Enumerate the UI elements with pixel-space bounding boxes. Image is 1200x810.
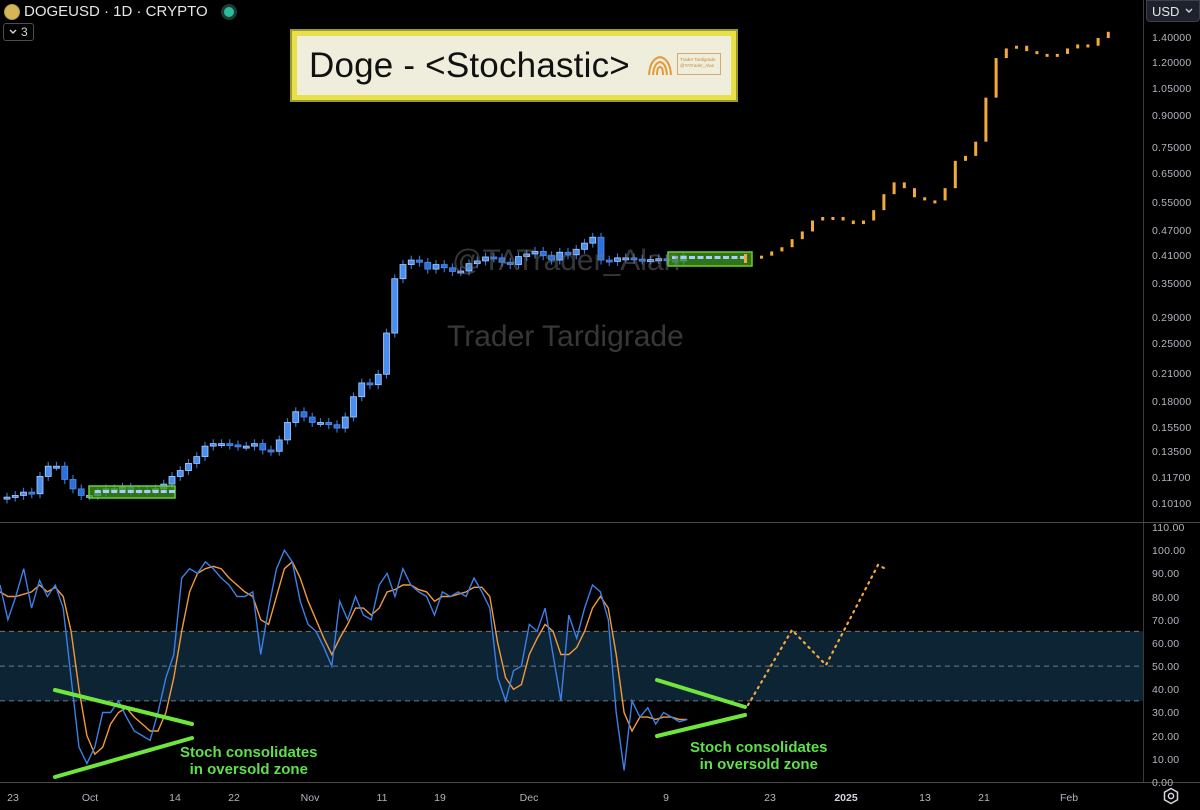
price-tick: 0.47000 (1152, 225, 1192, 237)
price-tick: 0.75000 (1152, 142, 1192, 154)
price-tick: 1.05000 (1152, 83, 1192, 95)
annotation-right-line1: Stoch consolidates (690, 739, 828, 756)
time-tick: 19 (434, 792, 446, 804)
trendline (53, 688, 194, 726)
chevron-down-icon (1185, 8, 1193, 13)
time-tick: 14 (169, 792, 181, 804)
stoch-projection-path (746, 563, 890, 707)
price-axis-border (1143, 0, 1144, 782)
stoch-tick: 100.00 (1152, 545, 1186, 558)
time-tick: 9 (663, 792, 669, 804)
trendline (53, 736, 194, 779)
chart-title-box: Doge - <Stochastic> Trader Tardigrade @T… (290, 29, 738, 102)
badge-line-1: Trader Tardigrade (680, 57, 716, 62)
time-tick: Feb (1059, 792, 1079, 804)
price-tick: 0.10100 (1152, 498, 1192, 510)
annotation-left-line2: in oversold zone (189, 761, 308, 778)
tardigrade-logo-icon (648, 55, 672, 76)
price-tick: 0.29000 (1152, 312, 1192, 324)
stoch-tick: 30.00 (1152, 707, 1180, 720)
settings-gear-icon[interactable] (1162, 787, 1180, 805)
time-axis-border (0, 782, 1200, 783)
author-badge: Trader Tardigrade @TATrader_Alan (677, 53, 721, 75)
trendline (655, 678, 747, 709)
annotation-left-line1: Stoch consolidates (180, 744, 318, 761)
symbol-header[interactable]: DOGEUSD · 1D · CRYPTO (4, 3, 234, 20)
stoch-tick: 90.00 (1152, 568, 1180, 581)
price-tick: 1.20000 (1152, 57, 1192, 69)
price-tick: 0.55000 (1152, 197, 1192, 209)
price-tick: 0.65000 (1152, 168, 1192, 180)
price-tick: 0.18000 (1152, 396, 1192, 408)
time-tick: Nov (300, 792, 320, 804)
collapse-indicators-button[interactable]: 3 (3, 23, 34, 41)
trendline (655, 713, 747, 738)
time-tick: 21 (978, 792, 990, 804)
annotation-right-line2: in oversold zone (699, 756, 818, 773)
time-tick: Dec (519, 792, 539, 804)
price-tick: 0.15500 (1152, 422, 1192, 434)
time-tick: 22 (228, 792, 240, 804)
time-tick: 13 (919, 792, 931, 804)
price-tick: 0.90000 (1152, 110, 1192, 122)
price-tick: 0.21000 (1152, 368, 1192, 380)
currency-selector[interactable]: USD (1146, 0, 1200, 22)
stoch-tick: 20.00 (1152, 730, 1180, 743)
stoch-tick: 0.00 (1152, 777, 1174, 789)
badge-line-2: @TATrader_Alan (680, 63, 715, 68)
price-tick: 0.13500 (1152, 446, 1192, 458)
watermark-handle: @TATrader_Alan (452, 244, 681, 277)
time-tick: 23 (764, 792, 776, 804)
stoch-tick: 10.00 (1152, 753, 1180, 766)
time-tick: 11 (376, 792, 388, 804)
stoch-tick: 80.00 (1152, 591, 1180, 604)
stoch-tick: 50.00 (1152, 661, 1180, 674)
price-tick: 1.40000 (1152, 32, 1192, 44)
chart-title: Doge - <Stochastic> (309, 45, 630, 85)
price-tick: 0.11700 (1152, 472, 1191, 484)
price-tick: 0.25000 (1152, 338, 1192, 350)
price-tick: 0.41000 (1152, 250, 1192, 262)
price-tick: 0.35000 (1152, 278, 1192, 290)
symbol-title: DOGEUSD · 1D · CRYPTO (24, 3, 208, 20)
stoch-tick: 40.00 (1152, 684, 1180, 697)
pane-separator[interactable] (0, 522, 1200, 523)
stoch-tick: 110.00 (1152, 522, 1185, 534)
stoch-d-line (0, 560, 688, 756)
time-tick: Oct (81, 792, 99, 804)
watermark-name: Trader Tardigrade (447, 320, 684, 353)
time-tick: 23 (7, 792, 19, 804)
stoch-tick: 70.00 (1152, 614, 1180, 627)
market-status-icon (223, 6, 234, 17)
indicator-count: 3 (21, 25, 28, 39)
annotation-left: Stoch consolidates in oversold zone (180, 744, 318, 778)
doge-coin-icon (4, 3, 20, 20)
stoch-tick: 60.00 (1152, 637, 1180, 650)
chevron-down-icon (9, 29, 17, 34)
currency-label: USD (1152, 3, 1180, 19)
annotation-right: Stoch consolidates in oversold zone (690, 739, 828, 773)
time-tick: 2025 (834, 792, 858, 804)
chart-canvas[interactable] (0, 0, 1143, 782)
